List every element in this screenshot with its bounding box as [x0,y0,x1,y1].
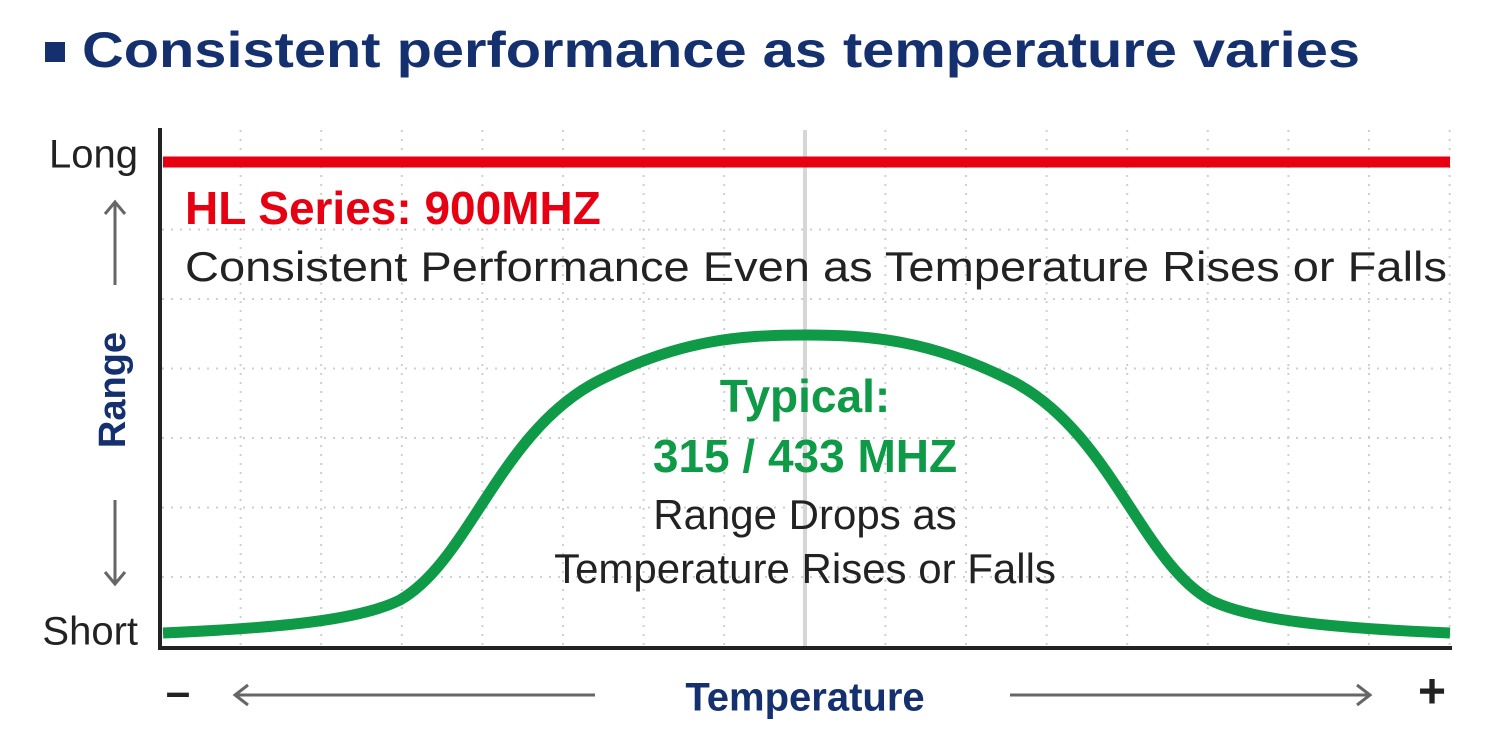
y-top-label: Long [49,133,138,177]
title-bullet [45,42,65,62]
title: Consistent performance as temperature va… [82,22,1360,78]
hl-heading: HL Series: 900MHZ [185,182,601,234]
typical-bands: 315 / 433 MHZ [653,430,957,482]
y-bottom-label: Short [42,610,138,654]
x-left-label: – [166,668,190,717]
y-arrows [103,199,127,587]
hl-text: Consistent Performance Even as Temperatu… [185,243,1447,290]
x-right-label: + [1418,666,1446,719]
typical-heading: Typical: [720,370,890,422]
typical-curve [162,329,1451,639]
x-axis-label: Temperature [685,676,924,720]
y-axis-label: Range [92,332,134,448]
typical-text: Range Drops as [653,491,957,538]
x-arrows [232,683,1373,707]
typical-text: Temperature Rises or Falls [554,545,1056,592]
